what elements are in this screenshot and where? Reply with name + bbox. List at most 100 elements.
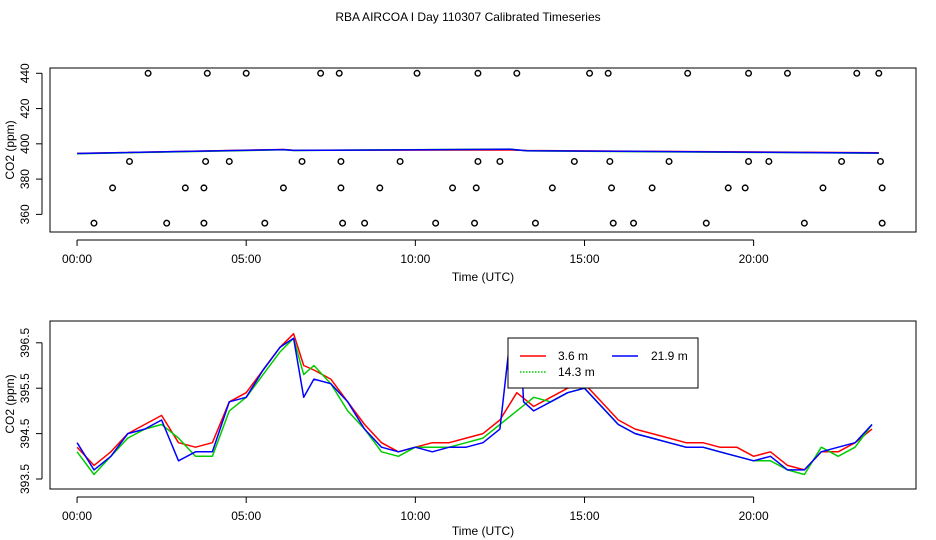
calibration-point bbox=[702, 219, 710, 227]
calibration-point bbox=[279, 184, 287, 192]
legend-label-21-9m: 21.9 m bbox=[651, 349, 688, 363]
bottom-x-tick-label: 05:00 bbox=[231, 509, 261, 523]
calibration-point bbox=[200, 219, 208, 227]
bottom-x-tick-label: 10:00 bbox=[400, 509, 430, 523]
calibration-point bbox=[298, 157, 306, 165]
calibration-point bbox=[472, 184, 480, 192]
calibration-point bbox=[376, 184, 384, 192]
calibration-point bbox=[630, 219, 638, 227]
calibration-point bbox=[471, 219, 479, 227]
calibration-point bbox=[335, 69, 343, 77]
calibration-point bbox=[548, 184, 556, 192]
top-x-tick-label: 15:00 bbox=[569, 252, 599, 266]
bottom-x-tick-label: 15:00 bbox=[569, 509, 599, 523]
chart-title: RBA AIRCOA I Day 110307 Calibrated Times… bbox=[335, 10, 600, 24]
top-series-line-21-9-m bbox=[77, 148, 879, 155]
calibration-point bbox=[396, 157, 404, 165]
calibration-point bbox=[608, 184, 616, 192]
legend-label-14-3m: 14.3 m bbox=[558, 365, 595, 379]
calibration-point bbox=[474, 69, 482, 77]
bottom-series bbox=[76, 332, 873, 476]
calibration-point bbox=[604, 69, 612, 77]
top-calibration-points bbox=[90, 69, 886, 227]
calibration-point bbox=[474, 157, 482, 165]
calibration-point bbox=[163, 219, 171, 227]
calibration-point bbox=[838, 157, 846, 165]
top-y-tick-label: 360 bbox=[18, 204, 32, 224]
calibration-point bbox=[586, 69, 594, 77]
top-y-label: CO2 (ppm) bbox=[3, 120, 17, 179]
calibration-point bbox=[819, 184, 827, 192]
calibration-point bbox=[570, 157, 578, 165]
calibration-point bbox=[648, 184, 656, 192]
calibration-point bbox=[765, 157, 773, 165]
bottom-panel: 00:00 05:00 10:00 15:00 20:00 393.5 394.5 395.… bbox=[3, 320, 917, 538]
legend-label-3-6m: 3.6 m bbox=[558, 349, 588, 363]
bottom-x-axis: 00:00 05:00 10:00 15:00 20:00 bbox=[62, 496, 769, 523]
calibration-point bbox=[261, 219, 269, 227]
calibration-point bbox=[876, 157, 884, 165]
top-panel: 00:00 05:00 10:00 15:00 20:00 360 380 400 420 44… bbox=[3, 63, 917, 284]
bottom-y-label: CO2 (ppm) bbox=[3, 374, 17, 433]
calibration-point bbox=[200, 184, 208, 192]
calibration-point bbox=[317, 69, 325, 77]
top-series bbox=[77, 148, 879, 155]
calibration-point bbox=[606, 157, 614, 165]
bottom-series-line-21-9-m bbox=[76, 337, 873, 471]
calibration-point bbox=[741, 184, 749, 192]
bottom-y-tick-label: 394.5 bbox=[18, 418, 32, 448]
calibration-point bbox=[878, 184, 886, 192]
top-x-tick-label: 05:00 bbox=[231, 252, 261, 266]
calibration-point bbox=[531, 219, 539, 227]
top-y-tick-label: 440 bbox=[18, 63, 32, 83]
top-x-tick-label: 00:00 bbox=[62, 252, 92, 266]
calibration-point bbox=[339, 219, 347, 227]
bottom-x-label: Time (UTC) bbox=[452, 524, 514, 538]
bottom-plot-frame bbox=[49, 320, 917, 490]
calibration-point bbox=[202, 157, 210, 165]
calibration-point bbox=[745, 157, 753, 165]
calibration-point bbox=[496, 157, 504, 165]
calibration-point bbox=[724, 184, 732, 192]
calibration-point bbox=[878, 219, 886, 227]
top-y-tick-label: 400 bbox=[18, 133, 32, 153]
calibration-point bbox=[125, 157, 133, 165]
calibration-point bbox=[242, 69, 250, 77]
calibration-point bbox=[181, 184, 189, 192]
calibration-point bbox=[337, 157, 345, 165]
calibration-point bbox=[609, 219, 617, 227]
bottom-x-tick-label: 20:00 bbox=[739, 509, 769, 523]
top-x-axis: 00:00 05:00 10:00 15:00 20:00 bbox=[62, 239, 769, 266]
calibration-point bbox=[337, 184, 345, 192]
calibration-point bbox=[449, 184, 457, 192]
bottom-y-axis: 393.5 394.5 395.5 396.5 bbox=[18, 327, 43, 494]
top-y-axis: 360 380 400 420 440 bbox=[18, 63, 43, 224]
calibration-point bbox=[665, 157, 673, 165]
top-y-tick-label: 420 bbox=[18, 98, 32, 118]
calibration-point bbox=[432, 219, 440, 227]
top-x-tick-label: 20:00 bbox=[739, 252, 769, 266]
bottom-series-line-3-6-m bbox=[76, 332, 873, 471]
calibration-point bbox=[853, 69, 861, 77]
calibration-point bbox=[745, 69, 753, 77]
calibration-point bbox=[225, 157, 233, 165]
top-plot-frame bbox=[49, 67, 917, 233]
calibration-point bbox=[90, 219, 98, 227]
calibration-point bbox=[800, 219, 808, 227]
calibration-point bbox=[413, 69, 421, 77]
legend-box bbox=[507, 337, 699, 389]
calibration-point bbox=[684, 69, 692, 77]
top-x-label: Time (UTC) bbox=[452, 270, 514, 284]
calibration-point bbox=[203, 69, 211, 77]
bottom-y-tick-label: 396.5 bbox=[18, 327, 32, 357]
legend: 3.6 m 21.9 m 14.3 m bbox=[507, 337, 699, 389]
bottom-y-tick-label: 393.5 bbox=[18, 464, 32, 494]
calibration-point bbox=[109, 184, 117, 192]
calibration-point bbox=[783, 69, 791, 77]
bottom-x-tick-label: 00:00 bbox=[62, 509, 92, 523]
top-x-tick-label: 10:00 bbox=[400, 252, 430, 266]
calibration-point bbox=[513, 69, 521, 77]
top-y-tick-label: 380 bbox=[18, 169, 32, 189]
